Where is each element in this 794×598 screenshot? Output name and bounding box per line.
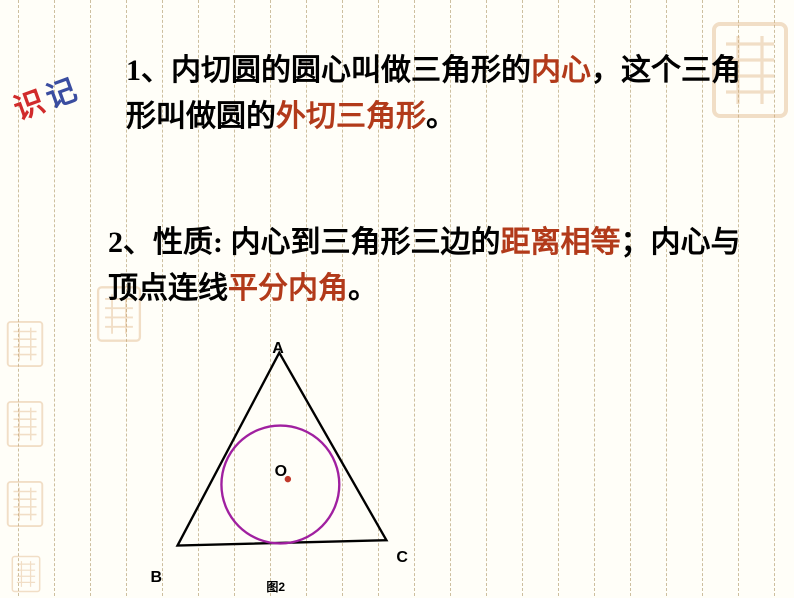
figure-caption: 图2 [266, 578, 285, 595]
triangle-incircle-figure: A B C O 图2 [160, 342, 420, 567]
p1-highlight-1: 内心 [531, 54, 591, 87]
incircle [221, 426, 339, 544]
vertex-label-a: A [272, 340, 284, 358]
vertex-label-b: B [151, 569, 163, 587]
center-label-o: O [275, 463, 287, 481]
triangle [178, 353, 387, 546]
paragraph-2: 2、性质: 内心到三角形三边的距离相等；内心与顶点连线平分内角。 [108, 220, 758, 312]
p1-seg3: 。 [426, 100, 456, 133]
corner-label: 识记 [7, 64, 86, 129]
p2-highlight-1: 距离相等 [501, 226, 621, 259]
p2-seg3: 。 [348, 272, 378, 305]
figure-svg [160, 342, 420, 567]
p1-highlight-2: 外切三角形 [276, 100, 426, 133]
p2-highlight-2: 平分内角 [228, 272, 348, 305]
vertex-label-c: C [396, 549, 408, 567]
p1-seg1: 1、内切圆的圆心叫做三角形的 [126, 54, 531, 87]
p2-seg1: 2、性质: 内心到三角形三边的 [108, 226, 501, 259]
paragraph-1: 1、内切圆的圆心叫做三角形的内心，这个三角形叫做圆的外切三角形。 [126, 48, 746, 140]
